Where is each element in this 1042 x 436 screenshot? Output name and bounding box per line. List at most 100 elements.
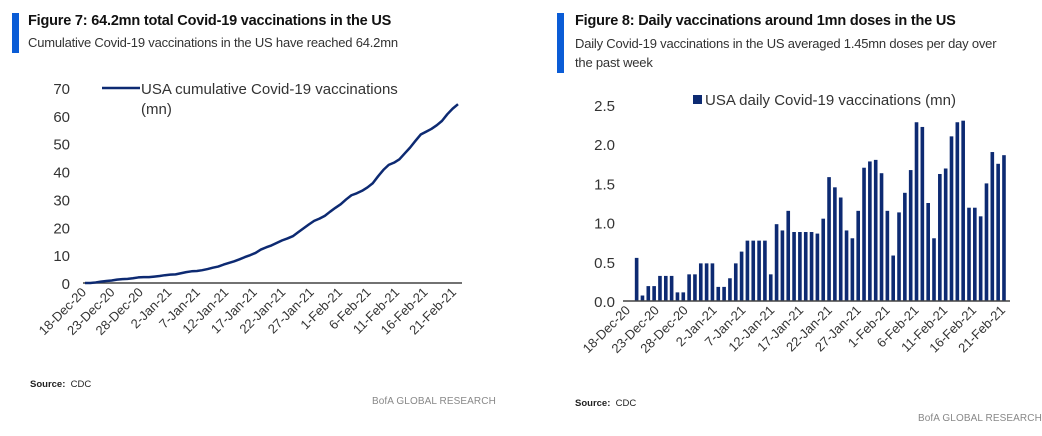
daily-vaccinations-bar bbox=[745, 240, 750, 301]
daily-vaccinations-bar bbox=[763, 240, 767, 301]
figure-8-title: Figure 8: Daily vaccinations around 1mn … bbox=[575, 13, 956, 29]
y-tick-label: 60 bbox=[53, 109, 70, 126]
daily-vaccinations-bar bbox=[862, 167, 866, 301]
daily-vaccinations-bar bbox=[669, 275, 674, 301]
daily-vaccinations-bar bbox=[850, 238, 855, 301]
daily-vaccinations-bar bbox=[768, 274, 773, 301]
figure-7-panel: Figure 7: 64.2mn total Covid-19 vaccinat… bbox=[0, 0, 520, 436]
source-label: Source: bbox=[30, 379, 66, 390]
daily-vaccinations-bar bbox=[908, 170, 913, 301]
daily-vaccinations-bar bbox=[885, 210, 890, 301]
daily-vaccinations-bar bbox=[996, 163, 1000, 301]
daily-vaccinations-bar bbox=[722, 286, 726, 301]
daily-vaccinations-bar bbox=[704, 263, 709, 301]
daily-vaccinations-bar bbox=[693, 274, 697, 301]
daily-vaccinations-bar bbox=[973, 207, 977, 301]
daily-vaccinations-bar bbox=[955, 122, 960, 301]
daily-vaccinations-bar bbox=[873, 159, 878, 301]
cumulative-vaccinations-series-line bbox=[85, 103, 459, 285]
daily-vaccinations-bar bbox=[798, 232, 802, 301]
daily-vaccinations-bar bbox=[938, 173, 942, 301]
figure-8-subtitle: Daily Covid-19 vaccinations in the US av… bbox=[575, 34, 997, 72]
daily-vaccinations-bar bbox=[879, 173, 884, 301]
legend-square-swatch bbox=[693, 95, 702, 104]
daily-vaccinations-bar bbox=[1002, 155, 1006, 301]
daily-vaccinations-bar bbox=[920, 126, 925, 301]
daily-vaccinations-bar bbox=[757, 240, 761, 301]
daily-vaccinations-bar bbox=[687, 274, 691, 301]
daily-vaccinations-bar bbox=[739, 251, 744, 301]
subtitle-line-2: the past week bbox=[575, 55, 653, 70]
daily-vaccinations-bar bbox=[914, 122, 919, 301]
daily-vaccinations-bar bbox=[961, 120, 965, 302]
y-tick-label: 2.5 bbox=[594, 98, 615, 115]
daily-vaccinations-bar bbox=[827, 177, 831, 301]
daily-vaccinations-bar bbox=[838, 197, 843, 301]
daily-vaccinations-bar bbox=[978, 216, 983, 301]
y-tick-label: 50 bbox=[53, 137, 70, 154]
daily-vaccinations-bar bbox=[652, 286, 656, 301]
cumulative-vaccinations-line-chart: 0 10 20 30 40 50 60 70 USA cumulative Covid-19 v… bbox=[36, 81, 462, 338]
y-tick-label: 1.5 bbox=[594, 176, 615, 193]
daily-vaccinations-bar bbox=[728, 278, 732, 301]
daily-vaccinations-bar bbox=[932, 238, 936, 301]
y-tick-label: 1.0 bbox=[594, 216, 615, 233]
title-accent-bar bbox=[557, 13, 564, 73]
y-tick-label: 40 bbox=[53, 165, 70, 182]
daily-vaccinations-bar bbox=[903, 192, 907, 301]
y-tick-label: 70 bbox=[53, 81, 70, 98]
figure-8-brand: BofA GLOBAL RESEARCH bbox=[918, 413, 1042, 424]
daily-vaccinations-bar bbox=[803, 232, 808, 301]
daily-vaccinations-bar bbox=[634, 257, 639, 301]
daily-vaccinations-bar bbox=[675, 292, 680, 301]
daily-vaccinations-bar bbox=[868, 161, 872, 301]
daily-vaccinations-bar bbox=[658, 275, 662, 301]
figure-7-source: Source: CDC bbox=[30, 379, 91, 390]
legend-label: USA daily Covid-19 vaccinations (mn) bbox=[705, 92, 956, 109]
y-tick-label: 20 bbox=[53, 220, 70, 237]
source-value: CDC bbox=[615, 398, 637, 409]
daily-vaccinations-bar bbox=[710, 263, 715, 301]
y-tick-label: 30 bbox=[53, 192, 70, 209]
subtitle-line-1: Daily Covid-19 vaccinations in the US av… bbox=[575, 36, 997, 51]
source-label: Source: bbox=[575, 398, 611, 409]
daily-vaccinations-bar bbox=[786, 210, 791, 301]
daily-vaccinations-bar bbox=[943, 168, 948, 301]
daily-vaccinations-bar bbox=[716, 286, 721, 301]
figure-7-title: Figure 7: 64.2mn total Covid-19 vaccinat… bbox=[28, 13, 392, 29]
daily-vaccinations-bar bbox=[809, 232, 814, 301]
daily-vaccinations-bar bbox=[990, 152, 995, 301]
title-accent-bar bbox=[12, 13, 19, 53]
daily-vaccinations-bar bbox=[949, 136, 954, 301]
daily-vaccinations-bar bbox=[856, 210, 861, 301]
daily-vaccinations-bar bbox=[681, 292, 686, 301]
daily-vaccinations-bar bbox=[815, 233, 820, 301]
daily-vaccinations-bar bbox=[833, 187, 837, 301]
daily-vaccinations-bar bbox=[663, 275, 668, 301]
daily-vaccinations-bar bbox=[698, 263, 703, 301]
figure-8-panel: Figure 8: Daily vaccinations around 1mn … bbox=[520, 0, 1042, 436]
daily-vaccinations-bar-chart: 0.0 0.5 1.0 1.5 2.0 2.5 USA daily Covid-19 vac… bbox=[580, 92, 1010, 356]
legend-label-line-1: USA cumulative Covid-19 vaccinations bbox=[141, 81, 398, 98]
daily-vaccinations-bar bbox=[844, 230, 849, 301]
daily-vaccinations-bar bbox=[926, 203, 930, 301]
daily-vaccinations-bar bbox=[891, 255, 895, 301]
daily-vaccinations-bar bbox=[984, 183, 989, 301]
y-tick-label: 10 bbox=[53, 248, 70, 265]
daily-vaccinations-bar bbox=[774, 224, 779, 301]
daily-vaccinations-bar bbox=[751, 240, 756, 301]
daily-vaccinations-bar bbox=[821, 218, 826, 301]
y-tick-label: 0.5 bbox=[594, 255, 615, 272]
figure-8-source: Source: CDC bbox=[575, 398, 636, 409]
figure-7-subtitle: Cumulative Covid-19 vaccinations in the … bbox=[28, 35, 398, 50]
daily-vaccinations-bar bbox=[792, 232, 796, 301]
source-value: CDC bbox=[70, 379, 92, 390]
daily-vaccinations-bar bbox=[897, 212, 901, 301]
daily-vaccinations-bar bbox=[780, 230, 785, 301]
daily-vaccinations-bar bbox=[640, 295, 645, 301]
legend-label-line-2: (mn) bbox=[141, 101, 172, 118]
daily-vaccinations-bar bbox=[646, 286, 651, 301]
daily-vaccinations-bar bbox=[733, 263, 738, 301]
daily-vaccinations-bar bbox=[967, 207, 971, 301]
y-tick-label: 2.0 bbox=[594, 137, 615, 154]
